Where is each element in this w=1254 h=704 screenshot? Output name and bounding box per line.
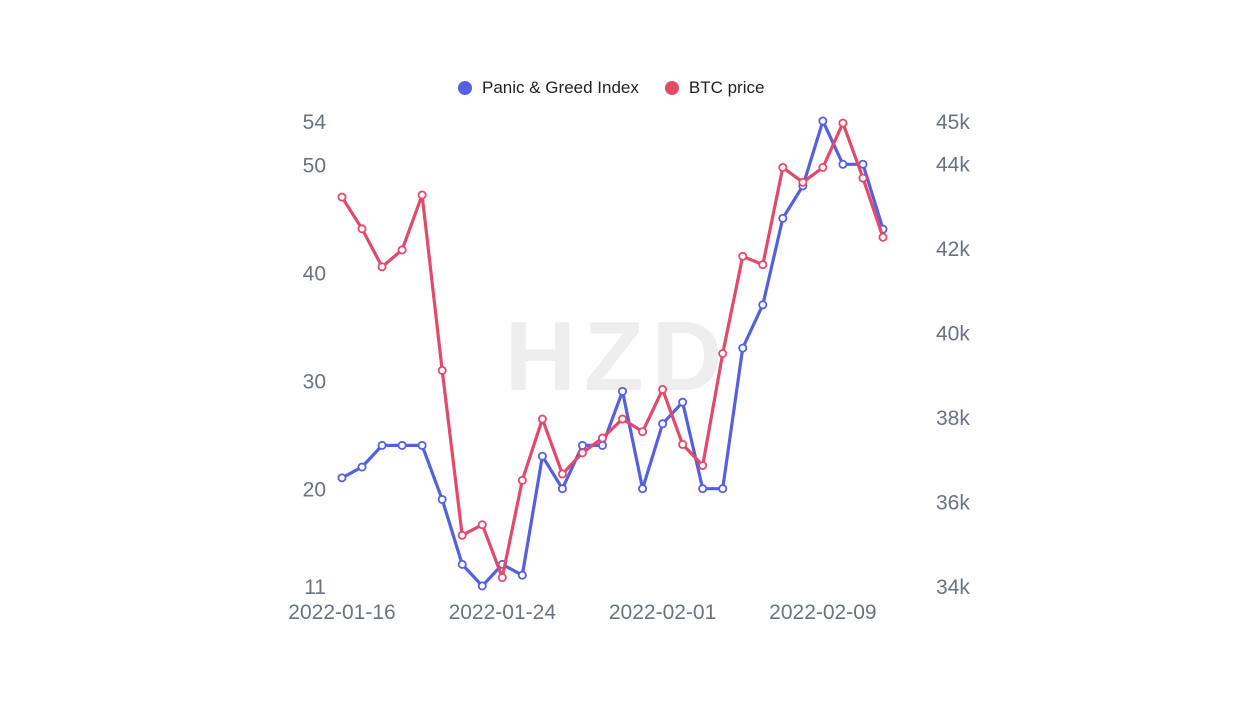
left-tick-label: 40 [303,262,326,285]
data-point-btc[interactable] [818,162,828,172]
legend: Panic & Greed Index BTC price [458,78,764,98]
data-point-btc[interactable] [537,414,547,424]
series-fgi [337,116,888,591]
right-tick-label: 36k [936,491,970,514]
data-point-fgi[interactable] [678,397,688,407]
data-point-btc[interactable] [557,469,567,479]
data-point-btc[interactable] [698,461,708,471]
data-point-fgi[interactable] [397,440,407,450]
data-point-btc[interactable] [618,414,628,424]
data-point-btc[interactable] [337,192,347,202]
data-point-btc[interactable] [678,439,688,449]
watermark: HZD [505,301,731,411]
x-axis: 2022-01-16 2022-01-24 2022-02-01 2022-02-09 [288,601,876,624]
legend-dot-btc [664,81,679,95]
right-axis: 34k 36k 38k 40k 42k 44k 45k [936,111,970,599]
data-point-fgi[interactable] [778,213,788,223]
legend-item-btc[interactable]: BTC price [664,78,765,98]
data-point-btc[interactable] [577,448,587,458]
data-point-btc[interactable] [718,348,728,358]
data-point-fgi[interactable] [618,386,628,396]
right-tick-label: 44k [936,153,970,176]
data-point-fgi[interactable] [698,484,708,494]
data-point-btc[interactable] [758,260,768,270]
data-point-btc[interactable] [377,262,387,272]
data-point-btc[interactable] [738,251,748,261]
data-point-fgi[interactable] [577,440,587,450]
data-point-btc[interactable] [437,365,447,375]
data-point-fgi[interactable] [357,462,367,472]
data-point-btc[interactable] [397,245,407,255]
legend-dot-fgi [458,81,472,95]
data-point-btc[interactable] [798,177,808,187]
data-point-fgi[interactable] [537,451,547,461]
data-point-fgi[interactable] [557,484,567,494]
data-point-fgi[interactable] [758,300,768,310]
right-tick-label: 40k [936,322,970,345]
series-line-btc [340,121,885,580]
series-btc [337,118,888,583]
data-point-btc[interactable] [838,118,848,128]
legend-item-fgi[interactable]: Panic & Greed Index [458,78,639,98]
left-axis: 11 20 30 40 50 54 [303,111,327,599]
data-point-btc[interactable] [417,190,427,200]
right-tick-label: 38k [936,407,970,430]
data-point-fgi[interactable] [477,581,487,591]
data-point-btc[interactable] [477,520,487,530]
data-point-btc[interactable] [497,573,507,583]
legend-label-btc: BTC price [688,78,765,97]
data-point-btc[interactable] [638,427,648,437]
data-point-btc[interactable] [357,224,367,234]
x-tick-label: 2022-02-01 [609,601,716,624]
data-point-btc[interactable] [778,162,788,172]
data-point-fgi[interactable] [838,159,848,169]
data-point-fgi[interactable] [638,484,648,494]
data-point-fgi[interactable] [818,116,828,126]
data-point-fgi[interactable] [417,440,427,450]
x-tick-label: 2022-02-09 [769,601,876,624]
left-tick-label: 20 [303,479,326,502]
x-tick-label: 2022-01-16 [288,601,395,624]
data-point-fgi[interactable] [597,440,607,450]
data-point-fgi[interactable] [718,484,728,494]
data-point-btc[interactable] [517,475,527,485]
data-point-fgi[interactable] [738,343,748,353]
data-point-fgi[interactable] [658,419,668,429]
right-tick-label: 42k [936,238,970,261]
x-tick-label: 2022-01-24 [449,601,557,624]
data-point-fgi[interactable] [457,559,467,569]
left-tick-label: 50 [303,154,326,177]
data-point-fgi[interactable] [517,570,527,580]
left-tick-label: 30 [303,371,326,394]
data-point-fgi[interactable] [337,473,347,483]
data-point-btc[interactable] [858,173,868,183]
series-layer [337,116,888,591]
legend-label-fgi: Panic & Greed Index [482,78,639,97]
right-tick-label: 45k [936,111,970,134]
left-tick-label: 54 [303,111,327,134]
left-tick-label: 11 [304,576,326,599]
data-point-btc[interactable] [457,530,467,540]
data-point-fgi[interactable] [437,494,447,504]
data-point-btc[interactable] [878,232,888,242]
right-tick-label: 34k [936,576,970,599]
data-point-btc[interactable] [658,384,668,394]
data-point-btc[interactable] [597,433,607,443]
series-line-fgi [340,119,885,588]
data-point-fgi[interactable] [377,440,387,450]
